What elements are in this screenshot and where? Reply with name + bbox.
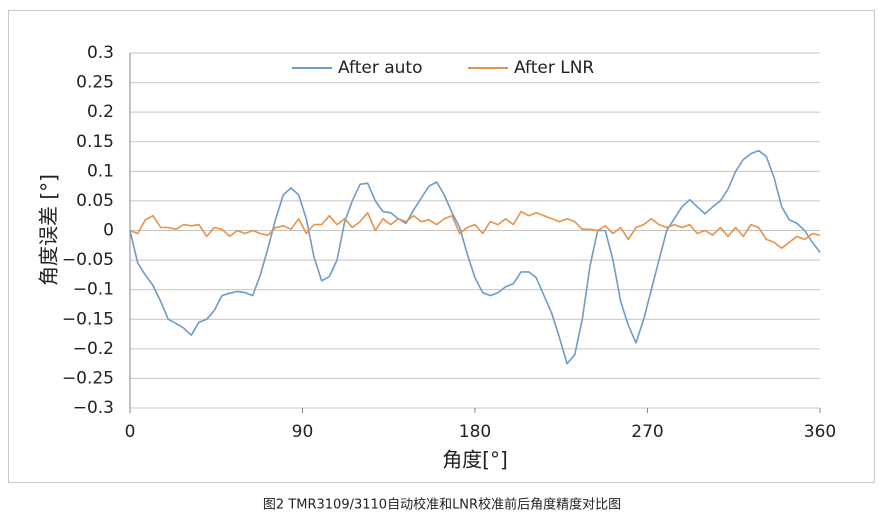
- legend-label: After auto: [338, 58, 423, 78]
- y-tick-label: −0.25: [62, 368, 114, 388]
- y-axis-label: 角度误差 [°]: [37, 174, 61, 286]
- y-tick-label: 0: [103, 221, 114, 241]
- y-tick-label: 0.05: [76, 191, 114, 211]
- caption: 图2 TMR3109/3110自动校准和LNR校准前后角度精度对比图: [263, 497, 621, 513]
- y-tick-label: 0.2: [87, 102, 114, 122]
- y-tick-label: 0.3: [87, 43, 114, 63]
- x-tick-label: 180: [459, 422, 491, 442]
- x-tick-label: 90: [292, 422, 314, 442]
- y-tick-label: 0.15: [76, 132, 114, 152]
- x-tick-label: 270: [631, 422, 663, 442]
- y-tick-label: 0.25: [76, 73, 114, 93]
- x-tick-label: 0: [125, 422, 136, 442]
- chart-frame: [8, 10, 875, 483]
- legend-label: After LNR: [514, 58, 594, 78]
- x-tick-label: 360: [804, 422, 836, 442]
- series-line: [129, 149, 821, 365]
- y-tick-label: 0.1: [87, 161, 114, 181]
- y-tick-label: −0.05: [62, 250, 114, 270]
- series-line: [129, 210, 821, 249]
- y-tick-label: −0.15: [62, 309, 114, 329]
- y-tick-label: −0.3: [73, 398, 114, 418]
- y-tick-label: −0.1: [73, 280, 114, 300]
- x-axis-label: 角度[°]: [442, 448, 508, 472]
- y-tick-label: −0.2: [73, 339, 114, 359]
